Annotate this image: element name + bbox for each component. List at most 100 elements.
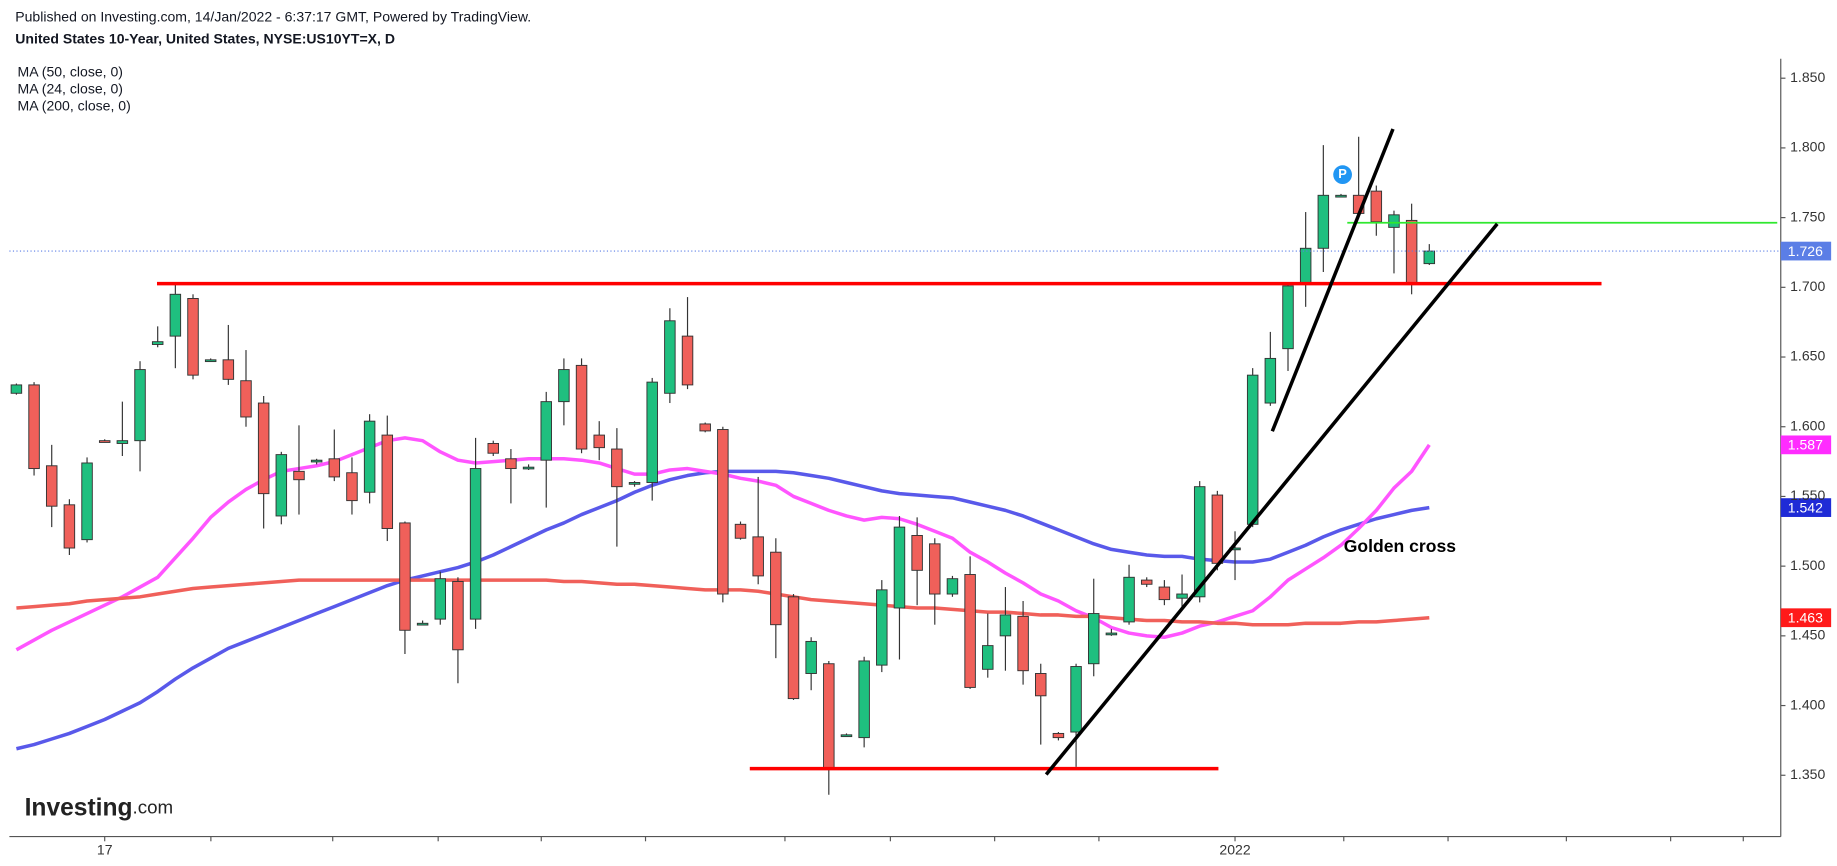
y-tick-label: 1.650 <box>1790 348 1825 364</box>
price-tag <box>1780 435 1832 455</box>
candle-body <box>1282 285 1294 350</box>
candle-body <box>1211 494 1224 564</box>
candle-body <box>717 429 729 595</box>
candle-body <box>1405 219 1418 286</box>
candle-body <box>434 578 447 620</box>
candle-body <box>734 523 747 539</box>
candle-body <box>45 465 58 507</box>
marker-text: P <box>1338 166 1347 181</box>
price-tag <box>1780 498 1832 517</box>
candle-body <box>469 468 482 620</box>
candle-body <box>1140 579 1153 585</box>
candle-body <box>328 458 341 478</box>
chart-title: United States 10-Year, United States, NY… <box>15 31 395 47</box>
candle-body <box>10 384 23 394</box>
candle-body <box>575 364 588 450</box>
y-tick-label: 1.500 <box>1790 557 1825 573</box>
candle-body <box>1264 357 1277 404</box>
candle-body <box>222 359 235 380</box>
candle-body <box>1176 593 1188 599</box>
candle-body <box>1070 666 1082 733</box>
price-tags: 1.726 1.587 1.542 1.463 <box>1780 241 1832 628</box>
price-tag-label: 1.726 <box>1788 243 1823 259</box>
brand-name: Investing <box>25 794 133 821</box>
candle-body <box>257 402 270 495</box>
candle-body <box>116 440 129 444</box>
candle-body <box>346 472 358 502</box>
marker-badge <box>1333 165 1352 185</box>
legend-entry: MA (50, close, 0) <box>18 63 123 79</box>
y-tick-label: 1.800 <box>1790 139 1825 155</box>
candle-body <box>134 369 146 442</box>
price-tag-label: 1.542 <box>1788 499 1823 515</box>
candle-body <box>487 442 499 454</box>
candle-body <box>1052 732 1065 739</box>
legend-entry: MA (200, close, 0) <box>18 97 131 113</box>
candle-body <box>1335 194 1347 198</box>
candle-body <box>540 401 552 461</box>
candle-body <box>1035 673 1047 697</box>
candle-body <box>416 622 429 626</box>
price-tag-label: 1.587 <box>1788 437 1823 453</box>
candle-body <box>63 504 76 549</box>
candle-body <box>946 578 959 595</box>
price-tag-label: 1.463 <box>1788 610 1823 626</box>
candle-body <box>1087 613 1100 665</box>
annotation: Golden cross <box>1344 536 1456 556</box>
candle-body <box>293 470 305 481</box>
candle-body <box>787 596 800 700</box>
candle-body <box>664 320 676 394</box>
candle-body <box>805 640 817 674</box>
candle-body <box>876 589 888 666</box>
plot <box>9 136 1781 795</box>
candle-body <box>752 536 764 577</box>
brand-logo: Investing.com <box>25 794 174 821</box>
candle-body <box>1123 576 1135 623</box>
y-tick-label: 1.750 <box>1790 208 1825 224</box>
trend-line <box>1044 222 1499 776</box>
candle-body <box>240 380 252 418</box>
candle-body <box>204 359 217 363</box>
x-tick-label: 2022 <box>1219 841 1250 857</box>
brand-suffix: .com <box>133 796 174 817</box>
candle-body <box>964 574 976 688</box>
candle-body <box>363 420 376 493</box>
y-tick-label: 1.600 <box>1790 417 1825 433</box>
candle-body <box>681 335 694 386</box>
candle-body <box>840 734 853 738</box>
x-tick-label: 17 <box>97 841 113 857</box>
trend-line <box>1270 128 1395 432</box>
candle-body <box>1388 214 1400 228</box>
legend: MA (50, close, 0)MA (24, close, 0)MA (20… <box>18 63 131 113</box>
candle-body <box>593 434 605 449</box>
candle-body <box>169 293 182 337</box>
x-tick-marks <box>210 836 1744 842</box>
candle-body <box>151 341 164 345</box>
candle-body <box>1317 194 1330 249</box>
candle-body <box>399 522 411 631</box>
candle-body <box>1423 250 1436 265</box>
candle-body <box>699 423 711 432</box>
candle-body <box>452 581 464 651</box>
candle-body <box>1105 632 1118 636</box>
candle-body <box>381 434 394 529</box>
candle-body <box>522 466 535 470</box>
axis-frame <box>9 58 1782 842</box>
candle-body <box>929 543 941 595</box>
price-tag <box>1780 608 1832 628</box>
candle-body <box>81 462 93 541</box>
candle-body <box>558 369 570 403</box>
candle-body <box>98 440 111 443</box>
candle-body <box>1193 486 1206 598</box>
y-tick-label: 1.400 <box>1790 696 1825 712</box>
candle-body <box>1158 586 1171 601</box>
price-tag <box>1780 241 1832 261</box>
candle-body <box>911 535 923 571</box>
candle-body <box>1017 615 1029 672</box>
candle-body <box>310 459 323 463</box>
y-tick-label: 1.700 <box>1790 278 1825 294</box>
candle-body <box>628 482 641 485</box>
y-tick-label: 1.450 <box>1790 627 1825 643</box>
